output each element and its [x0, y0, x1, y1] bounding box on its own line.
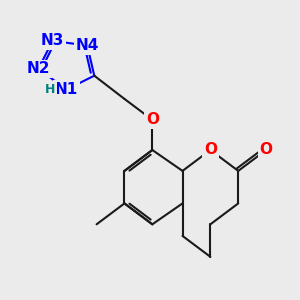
- Text: O: O: [204, 142, 217, 158]
- Text: N4: N4: [76, 38, 99, 53]
- Text: H: H: [45, 83, 55, 96]
- Text: N3: N3: [41, 33, 64, 48]
- Text: O: O: [146, 112, 159, 127]
- Text: N1: N1: [55, 82, 78, 97]
- Text: N2: N2: [27, 61, 50, 76]
- Text: O: O: [260, 142, 273, 158]
